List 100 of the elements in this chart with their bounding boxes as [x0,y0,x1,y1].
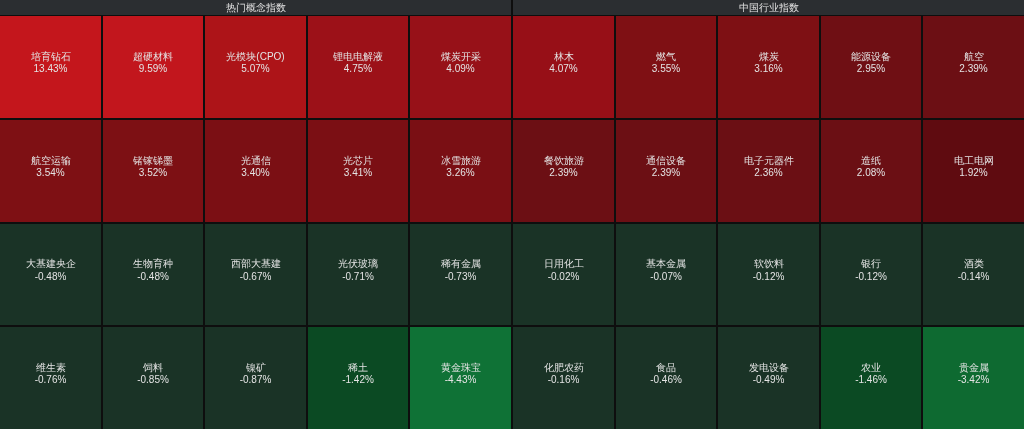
treemap-tile: 软饮料 -0.12% [718,224,819,325]
data-label: -3.42% [957,374,990,386]
treemap-tile: 造纸 2.08% [821,120,921,222]
data-label: -0.48% [34,270,67,282]
data-label: 3.26% [446,167,475,179]
treemap-tile: 稀土 -1.42% [308,327,408,429]
data-label: 2.08% [856,167,886,179]
category-label: 酒类 [963,258,984,270]
treemap-tile: 光芯片 3.41% [308,120,408,222]
data-label: 3.52% [138,167,168,179]
data-label: 3.55% [651,63,681,75]
data-label: -0.67% [239,270,272,282]
treemap-tile: 航空运输 3.54% [0,120,101,222]
treemap-tile: 航空 2.39% [923,16,1024,118]
data-label: -0.46% [650,374,682,386]
treemap-tile: 培育钻石 13.43% [0,16,101,118]
data-label: 4.09% [446,63,475,75]
treemap-tile: 食品 -0.46% [616,327,716,429]
category-label: 超硬材料 [133,50,173,62]
category-label: 电工电网 [953,154,994,166]
category-label: 稀有金属 [440,258,481,270]
category-label: 镍矿 [244,361,266,373]
treemap-tile: 西部大基建 -0.67% [205,224,306,325]
category-label: 黄金珠宝 [440,361,481,373]
treemap-tile: 电工电网 1.92% [923,120,1024,222]
category-label: 西部大基建 [230,258,281,270]
category-label: 锗镓锑墨 [132,154,173,166]
category-label: 锂电电解液 [332,50,383,62]
category-label: 光通信 [240,154,271,166]
category-label: 稀土 [348,361,368,373]
treemap-tile: 镍矿 -0.87% [205,327,306,429]
data-label: -0.12% [752,270,785,282]
data-label: -0.49% [752,374,785,386]
treemap-tile: 电子元器件 2.36% [718,120,819,222]
treemap-tile: 生物育种 -0.48% [103,224,203,325]
data-label: -0.07% [650,270,682,282]
category-label: 培育钻石 [29,50,71,62]
treemap-tile: 饲料 -0.85% [103,327,203,429]
data-label: -0.85% [137,374,169,386]
data-label: 3.41% [343,167,373,179]
data-label: -0.12% [855,270,887,282]
data-label: -0.14% [957,270,990,282]
data-label: 9.59% [138,63,168,75]
treemap-tile: 煤炭 3.16% [718,16,819,118]
treemap-tile: 燃气 3.55% [616,16,716,118]
category-label: 燃气 [656,50,676,62]
category-label: 通信设备 [646,154,686,166]
category-label: 能源设备 [851,50,891,62]
data-label: -4.43% [444,374,477,386]
treemap-tile: 化肥农药 -0.16% [513,327,614,429]
category-label: 饲料 [142,361,163,373]
treemap-tile: 农业 -1.46% [821,327,921,429]
category-label: 软饮料 [753,258,784,270]
data-label: 2.95% [856,63,886,75]
data-label: 2.39% [549,167,578,179]
data-label: 2.36% [754,167,783,179]
category-label: 林木 [552,50,574,62]
data-label: 2.39% [959,63,988,75]
category-label: 食品 [656,361,676,373]
category-label: 基本金属 [646,258,686,270]
category-label: 农业 [861,361,881,373]
treemap-tile: 日用化工 -0.02% [513,224,614,325]
data-label: 4.75% [343,63,373,75]
data-label: 4.07% [549,63,578,75]
category-label: 餐饮旅游 [543,154,584,166]
treemap-tile: 能源设备 2.95% [821,16,921,118]
treemap-tile: 基本金属 -0.07% [616,224,716,325]
category-label: 维生素 [35,361,66,373]
data-label: -1.46% [855,374,887,386]
data-label: -0.87% [239,374,272,386]
treemap-tile: 黄金珠宝 -4.43% [410,327,511,429]
category-label: 生物育种 [133,258,173,270]
category-label: 航空运输 [30,154,71,166]
data-label: 2.39% [651,167,681,179]
category-label: 煤炭开采 [440,50,481,62]
treemap-tile: 稀有金属 -0.73% [410,224,511,325]
data-label: 3.16% [754,63,783,75]
category-label: 贵金属 [958,361,989,373]
category-label: 发电设备 [748,361,789,373]
data-label: 13.43% [33,63,68,75]
category-label: 造纸 [861,154,881,166]
treemap-tile: 酒类 -0.14% [923,224,1024,325]
treemap-tile: 光伏玻璃 -0.71% [308,224,408,325]
text: 热门概念指数 [225,2,286,13]
data-label: 5.07% [241,63,270,75]
category-label: 化肥农药 [543,361,584,373]
category-label: 冰雪旅游 [440,154,481,166]
treemap-tile: 贵金属 -3.42% [923,327,1024,429]
text: 中国行业指数 [738,2,799,13]
data-label: 1.92% [959,167,988,179]
data-label: -0.73% [444,270,477,282]
data-label: -0.16% [547,374,580,386]
data-label: -0.48% [137,270,169,282]
data-label: -1.42% [342,374,374,386]
category-label: 光模块(CPO) [226,50,285,62]
category-label: 大基建央企 [25,258,76,270]
category-label: 光伏玻璃 [338,258,378,270]
category-label: 日用化工 [543,258,584,270]
data-label: 3.40% [241,167,270,179]
treemap-tile: 煤炭开采 4.09% [410,16,511,118]
